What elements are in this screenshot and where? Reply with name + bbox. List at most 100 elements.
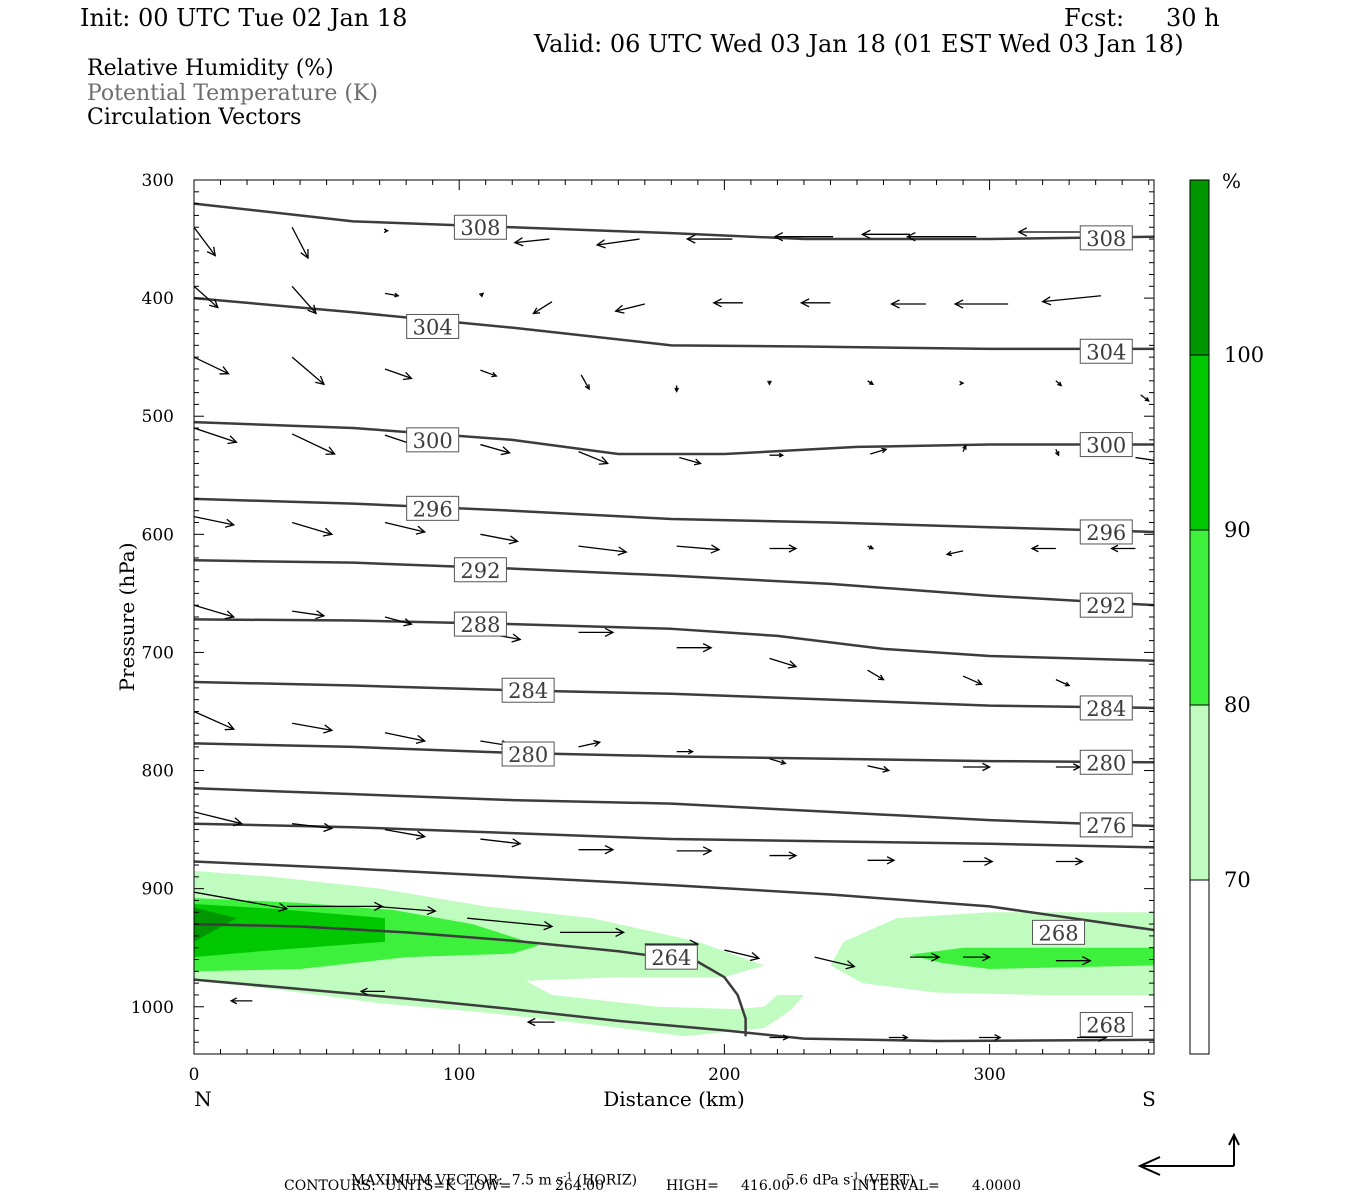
circulation-vector xyxy=(1030,544,1056,553)
circulation-vector xyxy=(480,443,511,456)
circulation-vector xyxy=(194,811,244,827)
circulation-vector xyxy=(769,657,798,669)
circulation-vector xyxy=(767,380,772,386)
y-tick-label: 500 xyxy=(142,407,174,427)
circulation-vector xyxy=(676,748,694,755)
circulation-vector xyxy=(1055,763,1082,771)
circulation-vector xyxy=(578,451,610,465)
circulation-vector xyxy=(291,433,336,455)
contour-label-268: 268 xyxy=(1079,1011,1133,1037)
circulation-vector xyxy=(905,232,977,242)
circulation-vector xyxy=(383,228,390,234)
forecast-hour: 30 h xyxy=(1166,4,1220,32)
colorbar-tick-80: 80 xyxy=(1224,693,1251,717)
circulation-vector xyxy=(384,616,413,627)
svg-text:296: 296 xyxy=(1086,521,1126,545)
circulation-vector xyxy=(292,610,326,620)
y-tick-label: 400 xyxy=(142,289,174,309)
max-vector-exponent: -1 xyxy=(563,1172,573,1182)
colorbar-tick-100: 100 xyxy=(1224,343,1264,367)
circulation-vector xyxy=(945,550,964,557)
svg-text:268: 268 xyxy=(1038,921,1078,945)
max-vector-vertical: 5.6 dPa s-1 (VERT) xyxy=(777,1159,915,1189)
legend-relative-humidity: Relative Humidity (%) xyxy=(87,56,334,81)
theta-contour-268 xyxy=(194,860,1154,932)
max-vector-horizontal: MAXIMUM VECTOR: 7.5 m s xyxy=(350,1172,564,1189)
circulation-vector xyxy=(679,456,702,466)
circulation-vector xyxy=(467,917,554,931)
reference-vector-icon xyxy=(1137,1132,1240,1176)
svg-text:300: 300 xyxy=(1086,434,1126,458)
circulation-vector xyxy=(194,285,219,309)
circulation-vector xyxy=(962,444,967,452)
contour-label-308: 308 xyxy=(1079,225,1133,251)
theta-contour-280 xyxy=(194,742,1154,764)
circulation-vector xyxy=(580,374,590,391)
contour-label-304: 304 xyxy=(406,313,460,339)
circulation-vector xyxy=(480,369,498,378)
x-tick-label: 300 xyxy=(973,1065,1005,1085)
circulation-vector xyxy=(676,643,713,653)
x-tick-label: 0 xyxy=(189,1065,200,1085)
max-vector-vertical-value: 5.6 dPa s xyxy=(785,1172,851,1189)
circulation-vector xyxy=(194,356,230,375)
legend-potential-temperature: Potential Temperature (K) xyxy=(87,81,378,106)
circulation-vector xyxy=(860,229,911,239)
circulation-vector xyxy=(1041,295,1102,306)
circulation-vector xyxy=(374,905,437,916)
circulation-vector xyxy=(384,828,427,840)
circulation-vector xyxy=(384,521,427,535)
max-vector-vertical-exponent: -1 xyxy=(850,1172,860,1182)
circulation-vector xyxy=(194,427,238,445)
theta-contour-276 xyxy=(194,787,1154,828)
circulation-vector xyxy=(769,851,798,860)
circulation-vector xyxy=(292,722,334,734)
circulation-vector xyxy=(480,533,519,545)
circulation-vector xyxy=(910,952,941,962)
svg-text:288: 288 xyxy=(460,613,500,637)
circulation-vector xyxy=(674,385,680,393)
circulation-vector xyxy=(769,544,798,553)
svg-text:304: 304 xyxy=(413,315,453,339)
y-tick-label: 900 xyxy=(142,880,174,900)
y-tick-label: 700 xyxy=(142,643,174,663)
svg-text:300: 300 xyxy=(413,429,453,453)
contour-label-308: 308 xyxy=(453,214,507,240)
contour-label-280: 280 xyxy=(501,741,555,767)
circulation-vector xyxy=(526,1017,555,1027)
circulation-vector xyxy=(1135,456,1154,465)
max-vector-horizontal-tag: (HORIZ) xyxy=(572,1172,638,1189)
colorbar-70-80 xyxy=(1190,705,1209,880)
x-tick-label: 200 xyxy=(708,1065,740,1085)
contour-label-288: 288 xyxy=(453,611,507,637)
circulation-vector xyxy=(676,544,721,554)
circulation-vector xyxy=(194,604,236,620)
circulation-vector xyxy=(532,301,553,315)
contour-label-300: 300 xyxy=(1079,432,1133,458)
theta-contour-284 xyxy=(194,680,1154,710)
colorbar-80-90 xyxy=(1190,530,1209,705)
init-time: Init: 00 UTC Tue 02 Jan 18 xyxy=(80,4,408,32)
circulation-vector xyxy=(578,739,602,748)
circulation-vector xyxy=(359,987,385,996)
circulation-vector xyxy=(578,545,628,556)
circulation-vector xyxy=(890,299,926,309)
x-axis-label: Distance (km) xyxy=(603,1087,745,1111)
circulation-vector xyxy=(479,292,485,298)
circulation-vector xyxy=(194,710,236,731)
contour-label-304: 304 xyxy=(1079,338,1133,364)
circulation-vector xyxy=(963,856,994,867)
circulation-vector xyxy=(888,1034,909,1041)
svg-text:268: 268 xyxy=(1086,1013,1126,1037)
legend-circulation-vectors: Circulation Vectors xyxy=(87,105,302,130)
valid-time: Valid: 06 UTC Wed 03 Jan 18 (01 EST Wed … xyxy=(534,30,1184,58)
contours-low: 264.00 xyxy=(555,1178,604,1194)
south-label: S xyxy=(1142,1087,1156,1111)
circulation-vector xyxy=(578,845,615,855)
colorbar-frame xyxy=(1189,179,1210,1055)
circulation-vector xyxy=(1017,227,1083,237)
svg-text:280: 280 xyxy=(508,743,548,767)
svg-text:284: 284 xyxy=(508,679,548,703)
circulation-vector xyxy=(1055,956,1092,966)
colorbar-tick-90: 90 xyxy=(1224,518,1251,542)
